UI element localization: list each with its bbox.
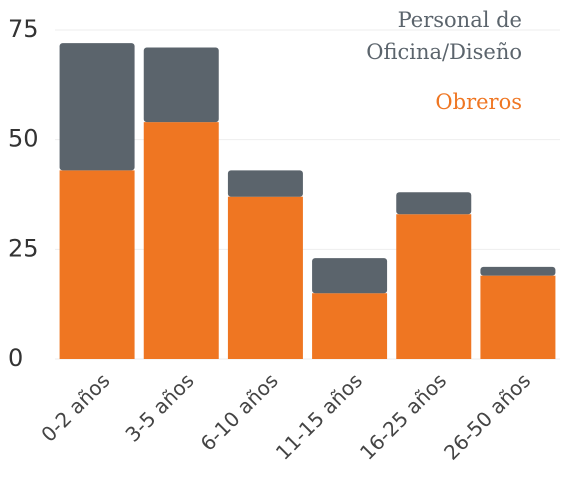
legend-entry: Personal de Oficina/Diseño [366, 8, 522, 64]
bar-segment [59, 170, 135, 359]
bar-segment [396, 192, 472, 215]
bar-segment [480, 266, 556, 276]
y-tick-label: 0 [8, 344, 23, 372]
bar-segment [143, 122, 219, 360]
x-tick-label: 6-10 años [196, 368, 283, 455]
bar-segment [312, 293, 388, 359]
legend: Personal de Oficina/Diseño Obreros [292, 4, 522, 136]
y-tick-label: 25 [8, 234, 39, 262]
bar-segment [312, 258, 388, 294]
x-tick-label: 0-2 años [36, 368, 114, 446]
y-tick-label: 75 [8, 15, 39, 43]
x-tick-label: 16-25 años [355, 368, 451, 464]
bar-segment [396, 214, 472, 359]
bar-segment [227, 196, 303, 359]
bar-segment [480, 275, 556, 359]
x-tick-label: 3-5 años [120, 368, 198, 446]
bar-segment [227, 170, 303, 197]
bar-segment [143, 47, 219, 123]
x-tick-label: 26-50 años [439, 368, 535, 464]
bar-segment [59, 43, 135, 171]
legend-entry: Obreros [435, 90, 522, 114]
y-tick-label: 50 [8, 125, 39, 153]
x-tick-label: 11-15 años [271, 368, 367, 464]
